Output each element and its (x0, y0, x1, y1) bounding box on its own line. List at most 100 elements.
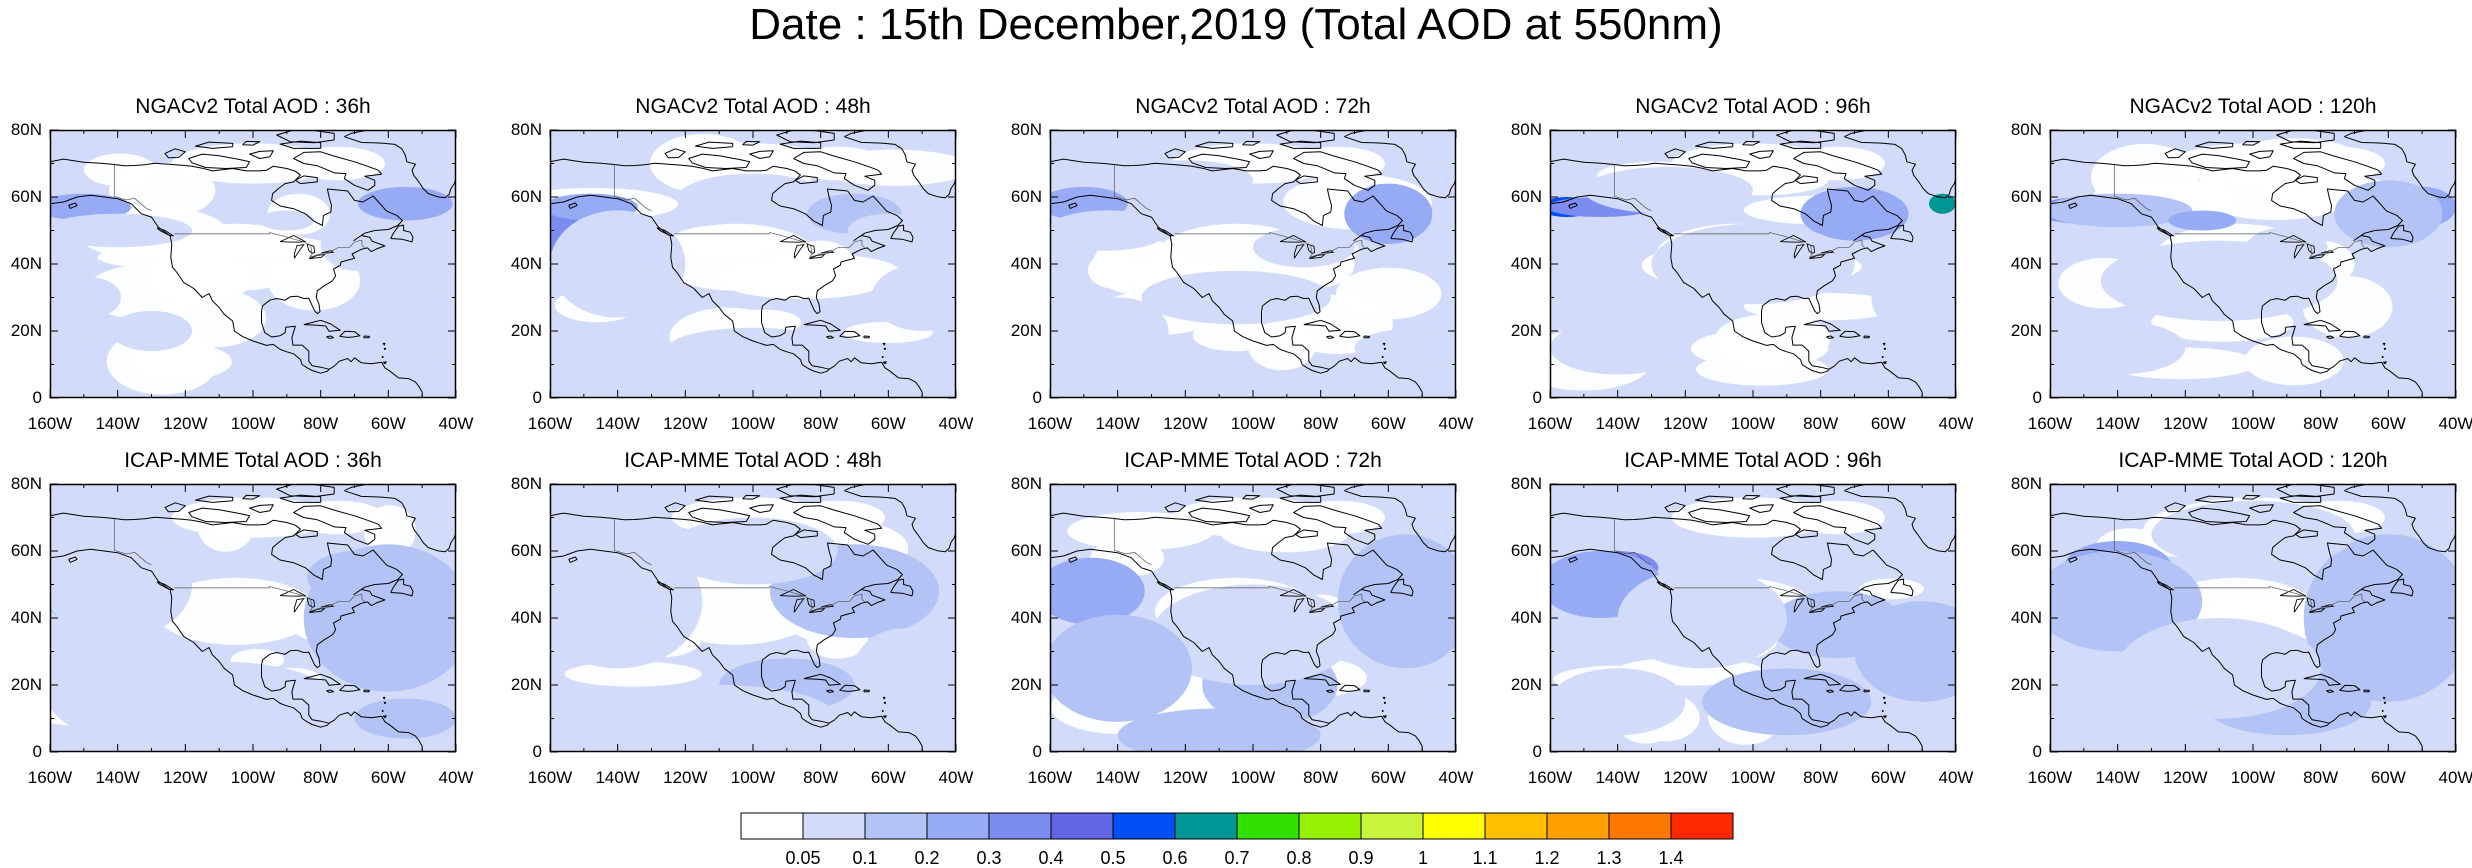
coastline (1828, 357, 1923, 398)
coastline (664, 502, 686, 513)
coastline (1883, 701, 1887, 705)
aod-plume (1651, 223, 1855, 305)
coastline (1568, 556, 1578, 563)
coastline (2390, 224, 2414, 243)
coastline (2383, 347, 2387, 351)
coastline (2390, 578, 2414, 597)
x-tick-label: 160W (527, 414, 573, 433)
country-border (674, 232, 865, 258)
coastline (1382, 342, 1386, 346)
x-tick-label: 60W (2370, 414, 2406, 433)
great-lake (1806, 243, 1816, 254)
coastline (164, 502, 186, 513)
x-tick-label: 160W (1027, 414, 1073, 433)
great-lake (1306, 597, 1316, 608)
coastline (1656, 227, 1674, 237)
coastline (2344, 484, 2456, 553)
x-tick-label: 120W (663, 768, 708, 787)
great-lake (2279, 588, 2307, 597)
coastline (2381, 710, 2384, 713)
aod-plume (1702, 668, 1872, 736)
coastline (249, 504, 274, 513)
colorbar-swatch (1050, 812, 1114, 840)
x-tick-label: 140W (95, 768, 140, 787)
great-lake (321, 604, 335, 608)
great-lake (2309, 254, 2326, 260)
x-tick-label: 100W (1230, 768, 1276, 787)
colorbar-label: 0.9 (1348, 848, 1374, 868)
aod-plume (2334, 180, 2443, 248)
coastline (2050, 158, 2403, 374)
coastline (2068, 202, 2078, 209)
coastline (1656, 581, 1674, 591)
x-tick-label: 80W (303, 768, 339, 787)
coastline (1803, 673, 1841, 686)
coastline (1826, 335, 1834, 339)
country-border (613, 164, 652, 212)
coastline (882, 361, 887, 365)
coastline (1749, 150, 1774, 159)
coastline (2188, 507, 2251, 523)
great-lake (1309, 608, 1326, 614)
x-tick-label: 120W (2163, 768, 2208, 787)
coastline (1828, 711, 1923, 752)
x-tick-label: 140W (2095, 768, 2140, 787)
aod-plume (1151, 584, 1355, 686)
coastline (50, 512, 403, 728)
colorbar-swatch (1546, 812, 1610, 840)
x-tick-label: 60W (1870, 768, 1906, 787)
aod-plume (307, 551, 402, 605)
coastline (328, 357, 423, 398)
colorbar (740, 812, 1734, 840)
colorbar-swatch (1484, 812, 1548, 840)
country-border (113, 518, 152, 566)
coastline (294, 175, 318, 185)
aod-low-region (171, 143, 335, 184)
coastline (1863, 689, 1870, 693)
country-border (1613, 164, 1652, 212)
y-tick-label: 20N (1510, 321, 1542, 340)
coastline (1164, 148, 1186, 159)
aod-plume (50, 193, 132, 221)
country-border (674, 586, 865, 612)
coastline (1339, 684, 1361, 692)
panel-title: ICAP-MME Total AOD : 120h (2118, 449, 2388, 472)
country-border (113, 164, 152, 212)
coastline (156, 581, 174, 591)
coastline (1881, 356, 1884, 359)
great-lake (793, 243, 805, 259)
y-tick-label: 60N (2010, 541, 2042, 560)
coastline (688, 153, 751, 169)
aod-plume (354, 698, 456, 739)
panel-title: ICAP-MME Total AOD : 36h (124, 449, 382, 472)
coastline (293, 151, 383, 191)
colorbar-label: 0.3 (976, 848, 1002, 868)
coastline (382, 342, 386, 346)
x-tick-label: 40W (1438, 768, 1474, 787)
aod-plume (2117, 618, 2321, 719)
colorbar-swatch (1174, 812, 1238, 840)
y-tick-label: 80N (510, 474, 542, 493)
coastline (303, 319, 341, 332)
coastline (383, 347, 387, 351)
y-tick-label: 20N (510, 321, 542, 340)
x-tick-label: 100W (1730, 768, 1776, 787)
coastline (1390, 578, 1414, 597)
coastline (2156, 581, 2174, 591)
aod-low-region (290, 500, 385, 535)
aod-plume (374, 310, 456, 352)
coastline (1688, 153, 1751, 169)
y-tick-label: 80N (1510, 120, 1542, 139)
coastline (882, 696, 886, 700)
coastline (2382, 696, 2386, 700)
coastline (794, 175, 818, 185)
coastline (803, 673, 841, 686)
country-border (1113, 518, 1152, 566)
coastline (1242, 140, 1261, 146)
coastline (1688, 507, 1751, 523)
aod-plume (1141, 270, 1331, 325)
coastline (839, 330, 861, 338)
great-lake (1779, 234, 1807, 243)
coastline (1383, 701, 1387, 705)
country-border (2174, 232, 2365, 258)
